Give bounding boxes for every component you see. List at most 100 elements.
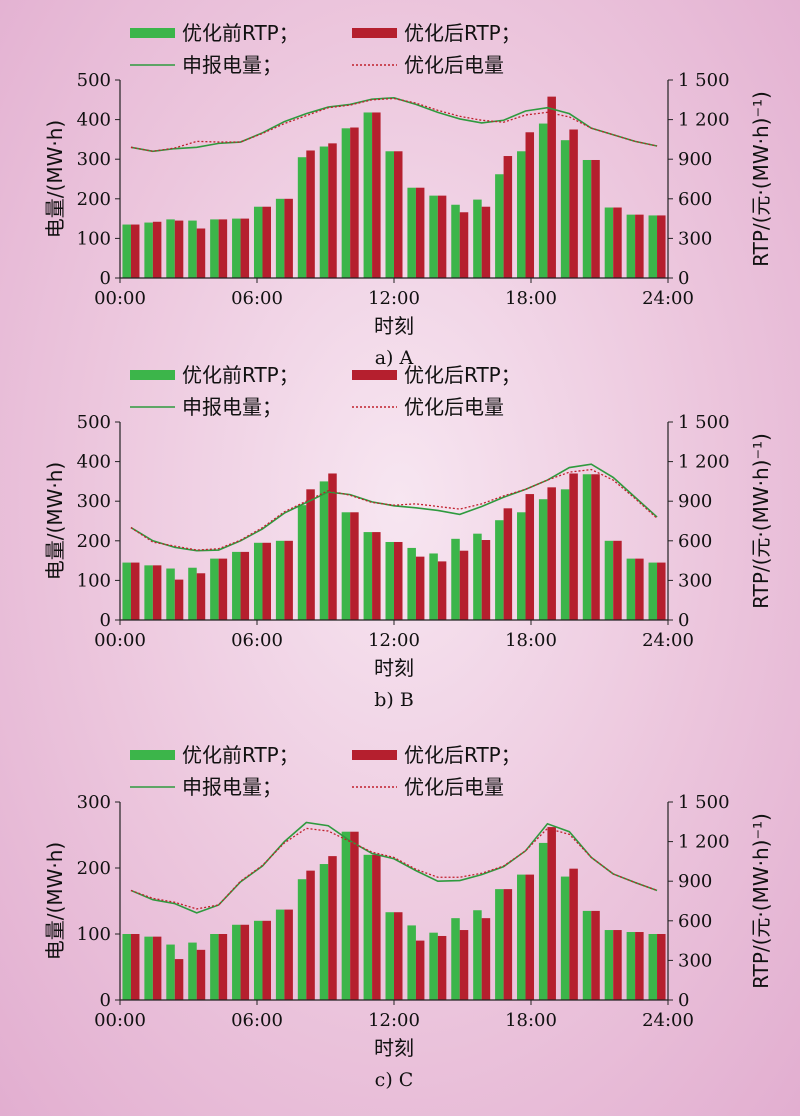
bar-before-rtp	[517, 512, 526, 620]
left-tick-label: 200	[77, 858, 111, 879]
bar-before-rtp	[144, 936, 153, 1000]
bar-after-rtp	[240, 551, 250, 620]
bar-after-rtp	[613, 207, 622, 278]
x-tick-label: 12:00	[368, 288, 420, 309]
bar-before-rtp	[341, 512, 351, 620]
right-tick-label: 900	[678, 149, 712, 170]
bar-after-rtp	[503, 156, 513, 278]
bar-before-rtp	[604, 207, 614, 278]
bar-after-rtp	[437, 935, 447, 1000]
x-tick-label: 00:00	[94, 1010, 146, 1031]
left-tick-label: 400	[77, 452, 111, 473]
right-tick-label: 600	[678, 531, 712, 552]
bar-after-rtp	[218, 219, 228, 278]
legend-label-optimized-load: 优化后电量	[404, 395, 504, 419]
bar-before-rtp	[253, 920, 263, 1000]
bar-before-rtp	[188, 567, 197, 620]
bar-before-rtp	[560, 876, 570, 1000]
bar-before-rtp	[275, 909, 285, 1000]
right-axis-title: RTP/(元·(MW·h)⁻¹)	[749, 433, 773, 609]
bar-after-rtp	[350, 127, 359, 279]
bar-before-rtp	[319, 864, 329, 1000]
bar-after-rtp	[328, 856, 337, 1000]
bar-before-rtp	[451, 538, 460, 620]
bar-before-rtp	[166, 219, 175, 278]
bar-before-rtp	[451, 204, 460, 278]
left-tick-label: 100	[77, 924, 111, 945]
left-tick-label: 0	[100, 268, 111, 289]
left-tick-label: 300	[77, 149, 111, 170]
bar-before-rtp	[232, 218, 241, 278]
bar-after-rtp	[415, 187, 425, 278]
bar-after-rtp	[635, 932, 644, 1000]
x-tick-label: 06:00	[231, 630, 283, 651]
bar-before-rtp	[297, 157, 307, 278]
legend-label-declared-load: 申报电量；	[182, 775, 282, 799]
legend-label-after-rtp: 优化后RTP；	[404, 743, 521, 767]
bar-before-rtp	[429, 932, 438, 1000]
bar-after-rtp	[569, 129, 578, 278]
bar-after-rtp	[240, 924, 250, 1000]
bar-before-rtp	[297, 505, 307, 620]
x-axis-title: 时刻	[374, 314, 414, 338]
bar-after-rtp	[306, 870, 315, 1000]
bar-after-rtp	[350, 831, 359, 1000]
chart-svg: 优化前RTP； 优化后RTP； 申报电量； 优化后电量 0 100 200 300 400 500…	[43, 363, 773, 711]
x-tick-label: 06:00	[231, 1010, 283, 1031]
chart-panel-c: 优化前RTP； 优化后RTP； 申报电量； 优化后电量 0 100 200 300 0 300 60…	[0, 722, 800, 1094]
right-tick-label: 600	[678, 911, 712, 932]
x-tick-label: 00:00	[94, 630, 146, 651]
bar-before-rtp	[385, 151, 394, 278]
bar-after-rtp	[174, 579, 184, 620]
line-declared-load	[130, 463, 658, 552]
line-declared-load	[130, 97, 658, 153]
left-tick-label: 300	[77, 491, 111, 512]
bar-before-rtp	[232, 551, 241, 620]
bar-before-rtp	[122, 224, 131, 278]
right-tick-label: 300	[678, 228, 712, 249]
bar-before-rtp	[210, 558, 219, 620]
bar-after-rtp	[262, 206, 271, 278]
x-tick-label: 24:00	[642, 1010, 694, 1031]
bar-after-rtp	[503, 889, 513, 1000]
bar-after-rtp	[415, 556, 425, 620]
bar-before-rtp	[297, 879, 307, 1000]
legend: 优化前RTP； 优化后RTP； 申报电量； 优化后电量	[130, 743, 521, 799]
left-tick-label: 100	[77, 228, 111, 249]
bar-after-rtp	[547, 96, 556, 278]
legend-label-optimized-load: 优化后电量	[404, 775, 504, 799]
bar-after-rtp	[459, 930, 469, 1000]
bar-after-rtp	[130, 934, 140, 1000]
bar-after-rtp	[657, 215, 666, 278]
bar-after-rtp	[525, 132, 535, 278]
bar-after-rtp	[262, 542, 271, 620]
right-tick-label: 1 500	[678, 792, 730, 813]
bar-before-rtp	[385, 541, 394, 620]
left-axis-title: 电量/(MW·h)	[43, 462, 67, 580]
bar-after-rtp	[437, 561, 447, 620]
bar-after-rtp	[350, 512, 359, 620]
bar-after-rtp	[613, 930, 622, 1000]
left-tick-label: 200	[77, 189, 111, 210]
bar-before-rtp	[648, 934, 658, 1000]
bar-before-rtp	[363, 112, 373, 278]
bar-before-rtp	[648, 562, 658, 620]
bar-before-rtp	[341, 831, 351, 1000]
axes: 0 100 200 300 0 300 600 900 1 200 1 500 00:00 06:00…	[77, 792, 730, 1031]
bar-before-rtp	[517, 151, 526, 278]
right-tick-label: 1 500	[678, 412, 730, 433]
x-axis-title: 时刻	[374, 1036, 414, 1060]
bar-before-rtp	[188, 220, 197, 278]
bar-before-rtp	[648, 215, 658, 278]
bar-after-rtp	[657, 562, 666, 620]
bar-before-rtp	[582, 159, 592, 278]
legend-label-declared-load: 申报电量；	[182, 53, 282, 77]
bar-before-rtp	[385, 912, 394, 1000]
bar-after-rtp	[591, 159, 600, 278]
bar-after-rtp	[372, 854, 381, 1000]
right-tick-label: 1 500	[678, 70, 730, 91]
bar-after-rtp	[481, 540, 491, 620]
x-axis-title: 时刻	[374, 656, 414, 680]
bar-before-rtp	[604, 930, 614, 1000]
left-tick-label: 100	[77, 570, 111, 591]
